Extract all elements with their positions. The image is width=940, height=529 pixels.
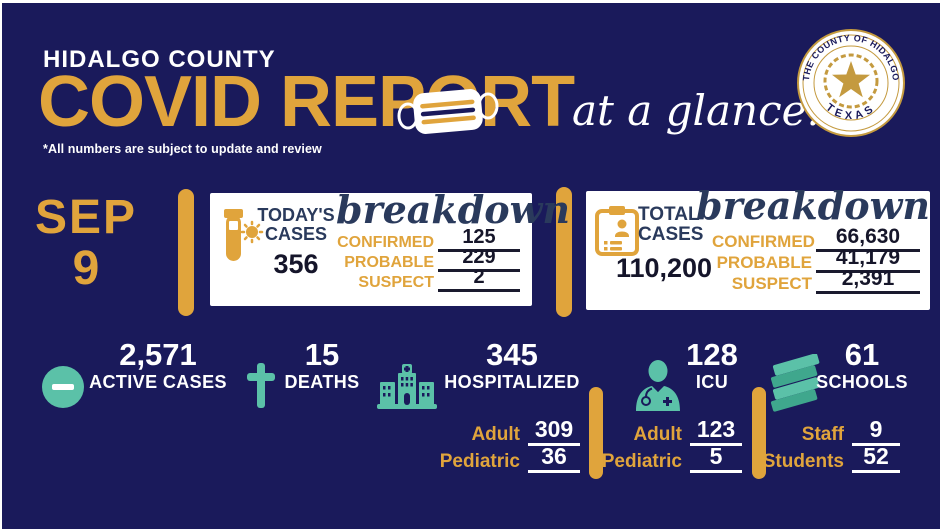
county-name: HIDALGO COUNTY — [43, 46, 276, 73]
hospitalized-value: 345 — [486, 337, 538, 372]
sub-row-value: 9 — [852, 416, 900, 446]
deaths-stat: 15 DEATHS — [282, 338, 362, 393]
breakdown-row: PROBABLE 41,179 — [712, 246, 920, 273]
todays-cases-card: TODAY'S CASES 356 breakdown CONFIRMED 12… — [210, 189, 570, 306]
active-cases-value: 2,571 — [119, 337, 197, 372]
date-month: SEP — [34, 191, 138, 244]
report-date: SEP 9 — [28, 192, 144, 294]
cross-icon — [247, 363, 275, 408]
left-border-strip — [0, 0, 2, 529]
divider-bar — [752, 387, 766, 479]
active-cases-label: ACTIVE CASES — [89, 372, 227, 392]
sub-row-label: Adult — [633, 424, 682, 445]
breakdown-row-value: 2,391 — [816, 267, 920, 294]
books-stack-icon — [770, 354, 820, 412]
breakdown-title: breakdown — [336, 187, 570, 232]
page-title: COVID REPORT — [38, 62, 575, 142]
card-label: TOTAL CASES — [638, 205, 722, 245]
sub-row-value: 123 — [690, 416, 742, 446]
sub-row: Adult 123 — [600, 416, 742, 446]
breakdown-row: SUSPECT 2 — [334, 266, 520, 292]
card-label-line2: CASES — [638, 224, 704, 245]
sub-row-label: Adult — [471, 424, 520, 445]
hospitalized-stat: 345 HOSPITALIZED — [437, 338, 587, 393]
breakdown-row-label: CONFIRMED — [712, 232, 815, 251]
hospitalized-label: HOSPITALIZED — [444, 372, 580, 392]
card-label-line2: CASES — [264, 224, 327, 244]
total-cases-total: 110,200 — [615, 253, 713, 283]
deaths-label: DEATHS — [284, 372, 360, 392]
card-label-line1: TODAY'S — [257, 205, 335, 225]
deaths-value: 15 — [304, 337, 340, 372]
sub-row: Pediatric 36 — [438, 443, 580, 473]
sub-row: Staff 9 — [760, 416, 900, 446]
breakdown-row-label: PROBABLE — [344, 254, 434, 271]
icu-value: 128 — [686, 337, 738, 372]
breakdown-title: breakdown — [696, 183, 930, 228]
hospital-icon — [377, 364, 437, 409]
sub-row-value: 36 — [528, 443, 580, 473]
icu-stat: 128 ICU — [672, 338, 752, 393]
test-tube-icon — [224, 209, 264, 261]
disclaimer-text: *All numbers are subject to update and r… — [43, 142, 322, 156]
minus-circle-icon — [42, 366, 84, 408]
breakdown-row-label: CONFIRMED — [337, 234, 434, 251]
icu-label: ICU — [695, 372, 729, 392]
card-label: TODAY'S CASES — [244, 206, 348, 244]
clipboard-icon — [595, 206, 639, 256]
county-seal: THE COUNTY OF HIDALGO TEXAS — [797, 29, 905, 137]
sub-row-label: Staff — [801, 424, 844, 445]
todays-cases-total: 356 — [273, 249, 319, 279]
breakdown-row-label: SUSPECT — [731, 274, 812, 293]
card-label-line1: TOTAL — [638, 204, 700, 225]
hospitalized-breakdown: Adult 309 Pediatric 36 — [438, 416, 580, 473]
breakdown-row-value: 229 — [438, 246, 520, 272]
breakdown-row: CONFIRMED 66,630 — [712, 225, 920, 252]
schools-label: SCHOOLS — [816, 372, 908, 392]
breakdown-row-value: 125 — [438, 226, 520, 252]
schools-value: 61 — [844, 337, 880, 372]
sub-row-label: Pediatric — [439, 451, 520, 472]
breakdown-rows: CONFIRMED 66,630 PROBABLE 41,179 SUSPECT… — [712, 225, 920, 294]
divider-bar — [589, 387, 603, 479]
icu-breakdown: Adult 123 Pediatric 5 — [600, 416, 742, 473]
sub-row-value: 52 — [852, 443, 900, 473]
breakdown-rows: CONFIRMED 125 PROBABLE 229 SUSPECT 2 — [334, 226, 520, 292]
sub-row-value: 309 — [528, 416, 580, 446]
texas-star-icon — [832, 61, 870, 98]
breakdown-row-value: 2 — [438, 266, 520, 292]
tagline: at a glance.. — [572, 86, 834, 135]
sub-row: Adult 309 — [438, 416, 580, 446]
sub-row: Pediatric 5 — [600, 443, 742, 473]
breakdown-row-label: PROBABLE — [716, 253, 812, 272]
breakdown-row-value: 41,179 — [816, 246, 920, 273]
schools-stat: 61 SCHOOLS — [810, 338, 914, 393]
sub-row-label: Pediatric — [601, 451, 682, 472]
divider-bar — [178, 189, 194, 316]
total-cases-card: TOTAL CASES 110,200 breakdown CONFIRMED … — [586, 185, 930, 310]
sub-row-value: 5 — [690, 443, 742, 473]
schools-breakdown: Staff 9 Students 52 — [760, 416, 900, 473]
sub-row: Students 52 — [760, 443, 900, 473]
active-cases-stat: 2,571 ACTIVE CASES — [83, 338, 233, 393]
divider-bar — [556, 187, 572, 317]
face-mask-icon — [397, 89, 499, 134]
sub-row-label: Students — [762, 451, 844, 472]
breakdown-row: SUSPECT 2,391 — [712, 267, 920, 294]
breakdown-row: CONFIRMED 125 — [334, 226, 520, 252]
breakdown-row-label: SUSPECT — [358, 274, 434, 291]
breakdown-row-value: 66,630 — [816, 225, 920, 252]
date-day: 9 — [72, 242, 100, 295]
top-border-strip — [0, 0, 940, 3]
breakdown-row: PROBABLE 229 — [334, 246, 520, 272]
doctor-icon — [636, 360, 680, 411]
